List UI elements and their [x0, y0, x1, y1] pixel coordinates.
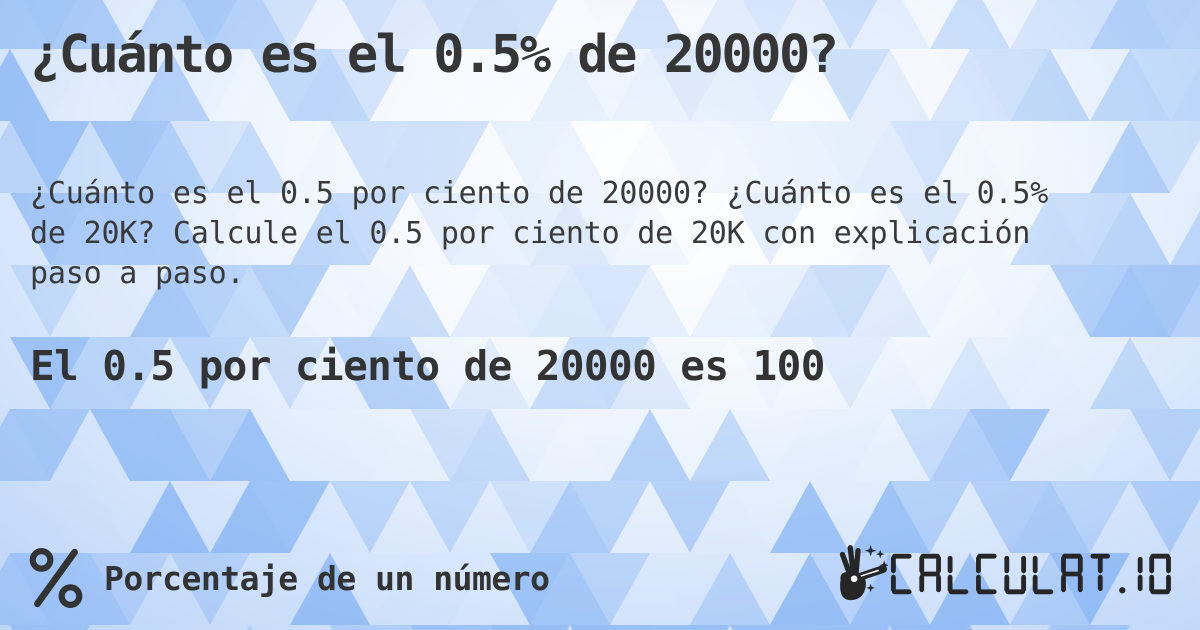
description-line: de 20K? Calcule el 0.5 por ciento de 20K… — [30, 216, 1031, 251]
category-label: Porcentaje de un número — [104, 558, 550, 598]
percent-icon — [28, 547, 84, 609]
category-badge: Porcentaje de un número — [28, 546, 550, 610]
result-text: El 0.5 por ciento de 20000 es 100 — [30, 342, 825, 390]
page-title: ¿Cuánto es el 0.5% de 20000? — [30, 25, 839, 85]
description-line: paso a paso. — [30, 256, 245, 291]
brand-wordmark — [890, 553, 1171, 595]
magic-wand-hand-icon — [828, 537, 889, 609]
brand-logo: CALCULAT.IO — [828, 534, 1174, 606]
description: ¿Cuánto es el 0.5 por ciento de 20000? ¿… — [30, 174, 1180, 294]
description-line: ¿Cuánto es el 0.5 por ciento de 20000? ¿… — [30, 176, 1049, 211]
